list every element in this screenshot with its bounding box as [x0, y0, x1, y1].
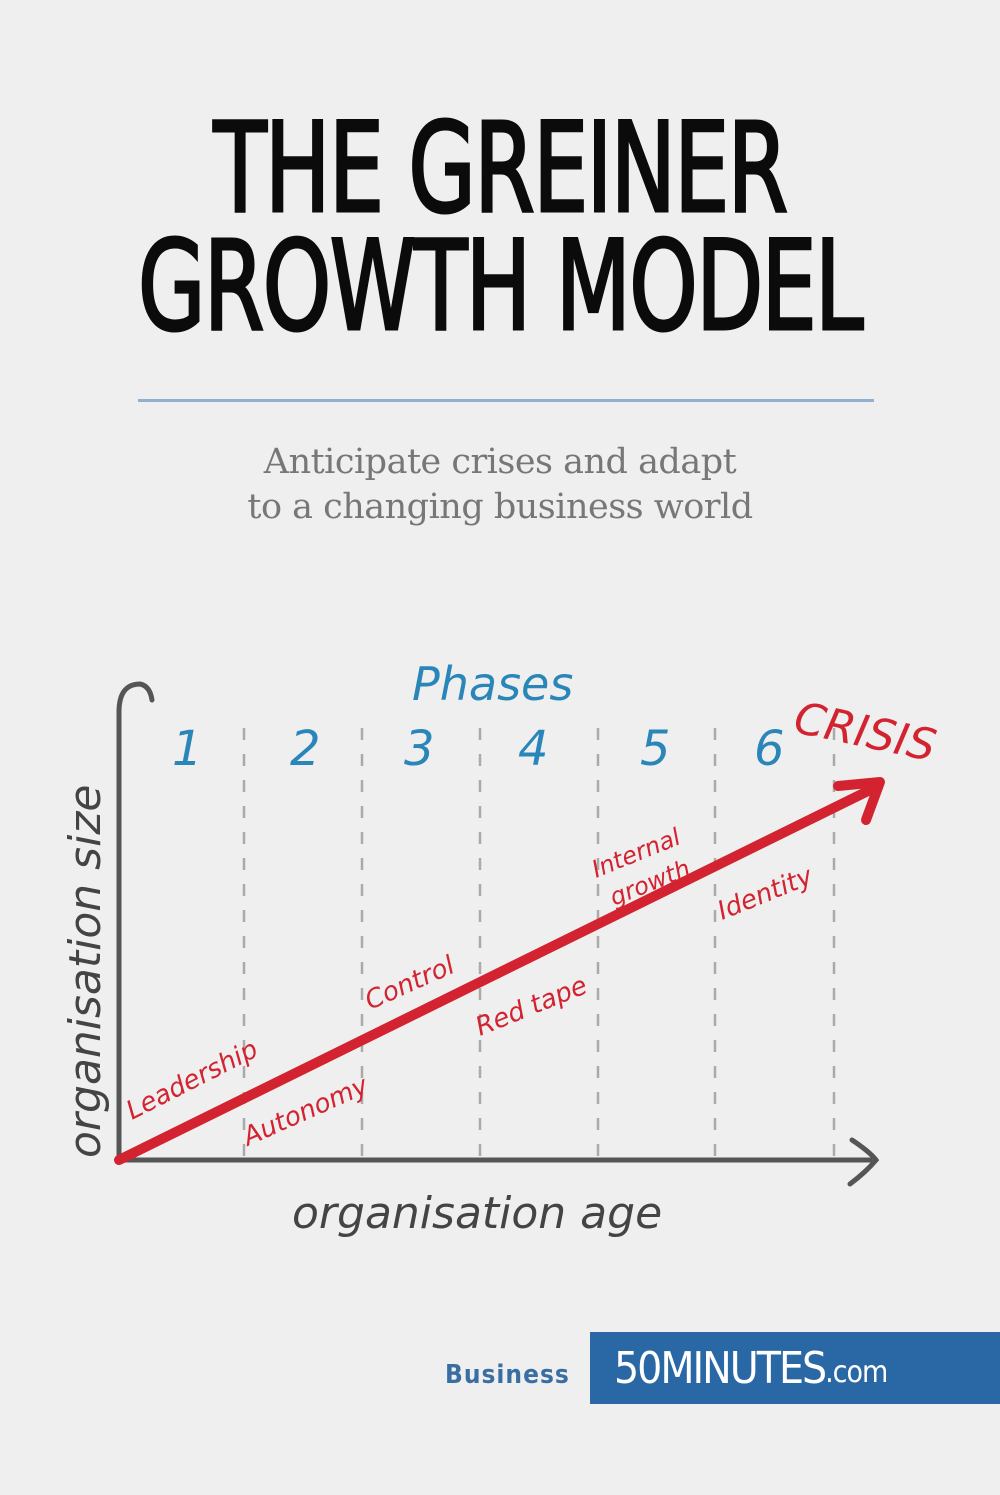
title-line-1: THE GREINER — [212, 97, 789, 241]
crises-above-line: Leadership Control — [122, 950, 460, 1126]
book-subtitle: Anticipate crises and adapt to a changin… — [0, 440, 1000, 530]
x-axis-label: organisation age — [292, 1188, 662, 1239]
phase-numbers: 1 2 3 4 5 6 — [172, 721, 785, 777]
crises-below-line: Autonomy Red tape Identity — [237, 861, 818, 1153]
crisis-leadership: Leadership — [122, 1034, 263, 1126]
publisher-name: 50MINUTES — [614, 1342, 827, 1394]
growth-line — [114, 785, 875, 1165]
publisher-domain: .com — [825, 1354, 888, 1390]
publisher-logo: 50MINUTES .com — [590, 1332, 1000, 1404]
phases-label: Phases — [412, 657, 573, 711]
phase-number-6: 6 — [754, 721, 785, 777]
subtitle-line-1: Anticipate crises and adapt — [263, 442, 737, 482]
crisis-autonomy: Autonomy — [237, 1070, 374, 1153]
category-label: Business — [445, 1360, 570, 1390]
book-title: THE GREINER GROWTH MODEL — [0, 97, 1000, 359]
phase-number-5: 5 — [640, 721, 671, 777]
crisis-control: Control — [361, 950, 460, 1016]
crisis-label: CRISIS — [790, 692, 941, 772]
growth-arrow-icon — [833, 777, 885, 825]
phase-number-2: 2 — [290, 721, 321, 777]
title-divider — [138, 399, 874, 402]
crisis-internal-growth: Internal growth — [588, 823, 694, 912]
phase-number-4: 4 — [518, 721, 549, 777]
phase-number-3: 3 — [404, 721, 435, 777]
y-axis — [116, 681, 155, 1163]
crisis-identity: Identity — [713, 861, 817, 926]
phase-number-1: 1 — [172, 721, 203, 777]
x-axis-arrow-icon — [847, 1137, 880, 1187]
subtitle-line-2: to a changing business world — [247, 487, 753, 527]
y-axis-label: organisation size — [60, 785, 111, 1158]
phase-dividers — [242, 728, 836, 1160]
title-line-2: GROWTH MODEL — [137, 215, 865, 359]
